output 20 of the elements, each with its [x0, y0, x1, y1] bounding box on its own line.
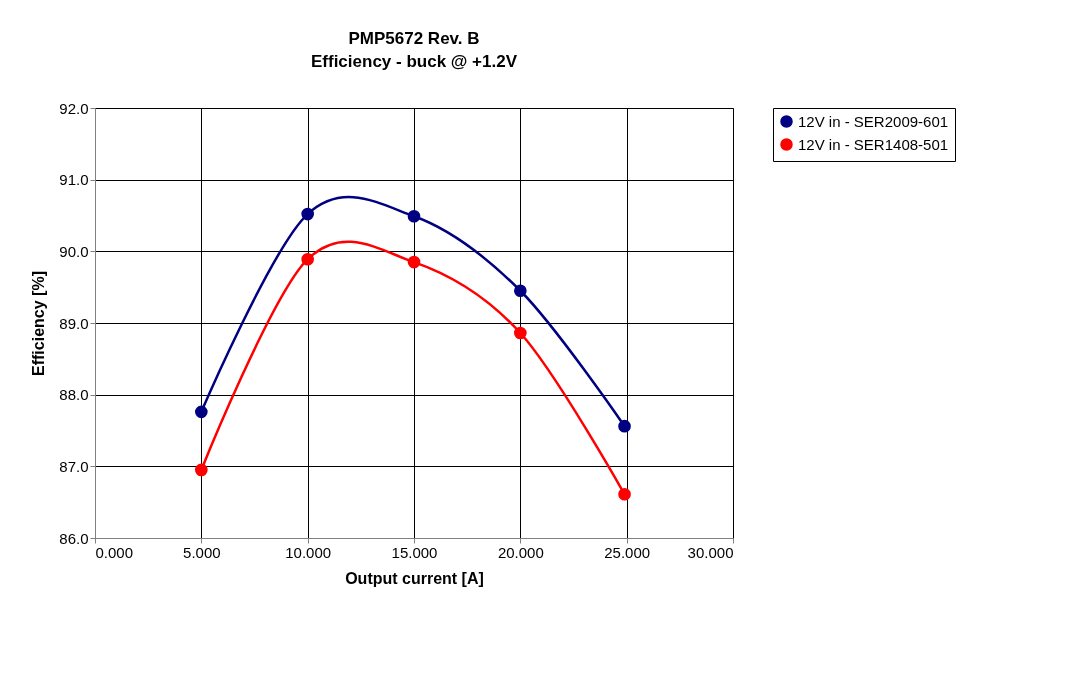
y-tick-label: 88.0	[59, 386, 89, 404]
x-tick-label: 30.000	[687, 543, 734, 561]
y-tick-label: 90.0	[59, 242, 89, 260]
x-axis-title: Output current [A]	[345, 569, 484, 587]
y-tick-label: 91.0	[59, 171, 89, 189]
x-tick-label: 20.000	[497, 543, 544, 561]
y-tick-label: 92.0	[59, 99, 89, 117]
y-tick-label: 89.0	[59, 314, 89, 332]
chart-title: PMP5672 Rev. B	[348, 29, 480, 48]
x-tick-label: 10.000	[285, 543, 332, 561]
y-tick-label: 86.0	[59, 529, 89, 547]
y-axis-title: Efficiency [%]	[30, 271, 48, 376]
legend-label: 12V in - SER2009-601	[798, 112, 949, 130]
x-tick-label: 5.000	[183, 543, 221, 561]
y-tick-label: 87.0	[59, 457, 89, 475]
x-tick-label: 25.000	[604, 543, 651, 561]
chart-subtitle: Efficiency - buck @ +1.2V	[310, 52, 518, 71]
x-tick-label: 15.000	[391, 543, 438, 561]
legend-label: 12V in - SER1408-501	[798, 135, 949, 153]
x-tick-label: 0.000	[95, 543, 134, 561]
